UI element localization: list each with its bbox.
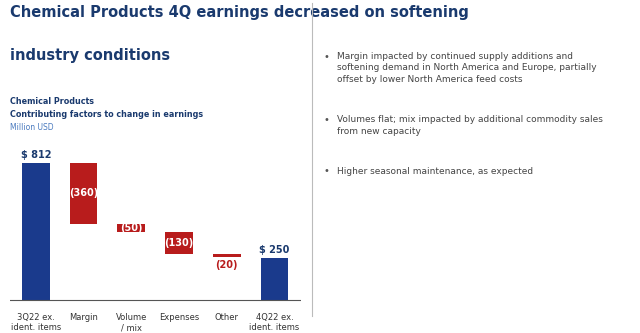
- Text: industry conditions: industry conditions: [10, 48, 170, 63]
- Text: $ 250: $ 250: [259, 244, 290, 254]
- Bar: [260, 257, 289, 300]
- Text: (50): (50): [120, 223, 143, 233]
- Text: $ 812: $ 812: [20, 150, 51, 160]
- Text: 4Q22 ex.
ident. items: 4Q22 ex. ident. items: [250, 313, 300, 332]
- Text: Chemical Products 4Q earnings decreased on softening: Chemical Products 4Q earnings decreased …: [10, 5, 468, 20]
- Text: (360): (360): [69, 188, 98, 198]
- Text: (130): (130): [164, 238, 194, 248]
- Bar: [22, 163, 50, 300]
- Text: Expenses: Expenses: [159, 313, 199, 322]
- Bar: [118, 223, 145, 232]
- Text: Chemical Products: Chemical Products: [10, 97, 93, 106]
- Bar: [213, 254, 241, 257]
- Text: Volume
/ mix: Volume / mix: [116, 313, 147, 332]
- Text: Margin impacted by continued supply additions and
softening demand in North Amer: Margin impacted by continued supply addi…: [337, 52, 597, 84]
- Text: (20): (20): [216, 260, 238, 270]
- Text: Contributing factors to change in earnings: Contributing factors to change in earnin…: [10, 110, 203, 119]
- Bar: [70, 163, 97, 223]
- Text: Volumes flat; mix impacted by additional commodity sales
from new capacity: Volumes flat; mix impacted by additional…: [337, 115, 603, 136]
- Text: Higher seasonal maintenance, as expected: Higher seasonal maintenance, as expected: [337, 166, 533, 175]
- Text: 3Q22 ex.
ident. items: 3Q22 ex. ident. items: [11, 313, 61, 332]
- Text: •: •: [323, 52, 329, 62]
- Text: Margin: Margin: [69, 313, 98, 322]
- Text: •: •: [323, 166, 329, 176]
- Bar: [165, 232, 193, 254]
- Text: •: •: [323, 115, 329, 125]
- Text: Million USD: Million USD: [10, 123, 53, 132]
- Text: Other: Other: [215, 313, 239, 322]
